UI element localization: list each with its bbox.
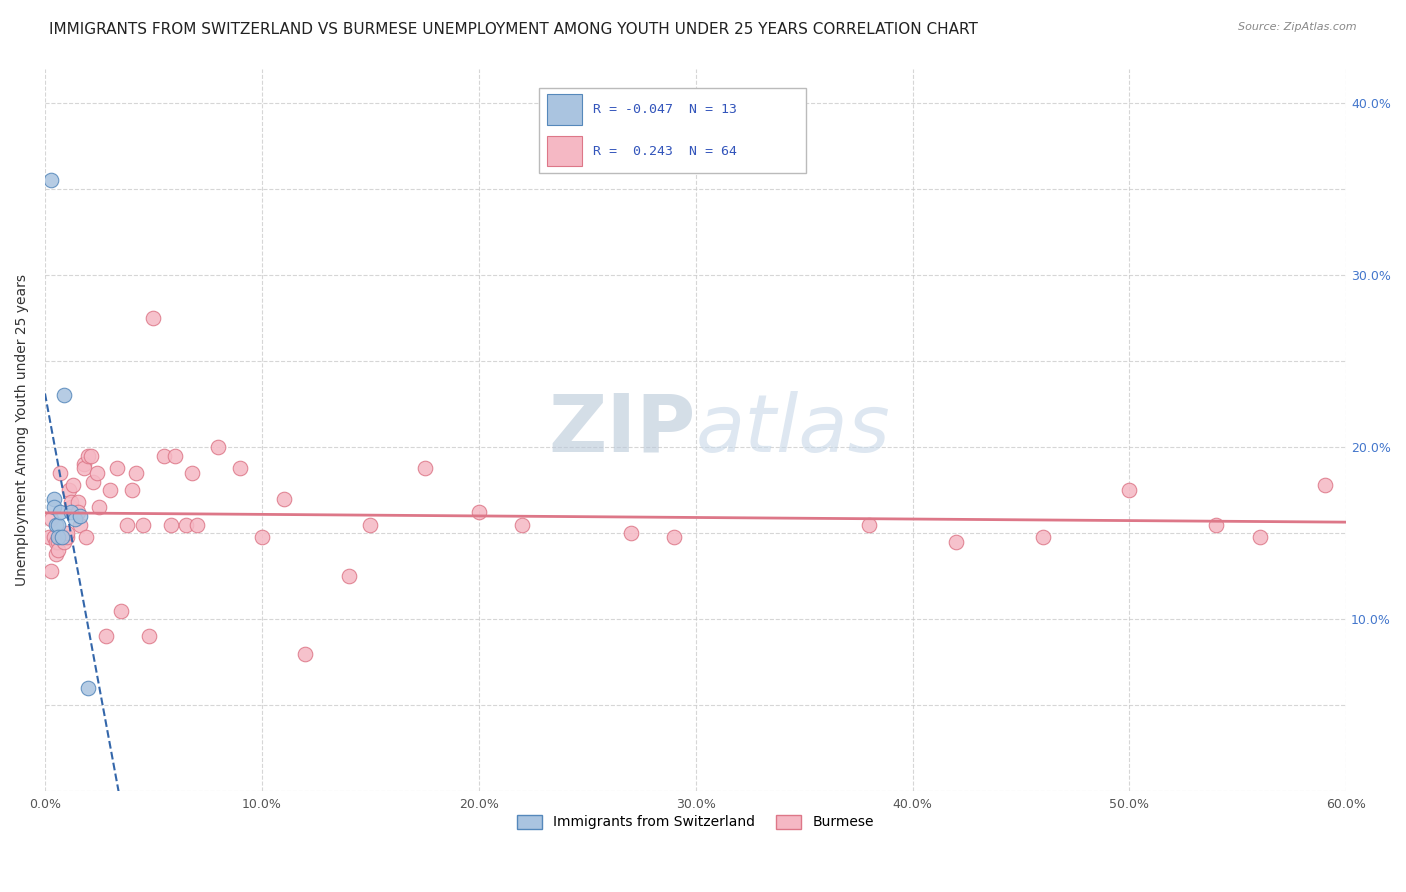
- Point: [165, 449, 187, 463]
- Point: [1118, 483, 1140, 497]
- Point: [82, 475, 104, 489]
- Point: [174, 517, 197, 532]
- Point: [110, 604, 132, 618]
- Point: [79, 449, 101, 463]
- Text: Source: ZipAtlas.com: Source: ZipAtlas.com: [1239, 22, 1357, 32]
- Point: [125, 466, 148, 480]
- Point: [69, 517, 91, 532]
- Point: [250, 530, 273, 544]
- Point: [62, 478, 84, 492]
- Point: [42, 500, 65, 515]
- Point: [413, 460, 436, 475]
- Point: [359, 517, 381, 532]
- Y-axis label: Unemployment Among Youth under 25 years: Unemployment Among Youth under 25 years: [15, 274, 30, 586]
- Point: [46, 517, 69, 532]
- Point: [229, 460, 252, 475]
- Text: IMMIGRANTS FROM SWITZERLAND VS BURMESE UNEMPLOYMENT AMONG YOUTH UNDER 25 YEARS C: IMMIGRANTS FROM SWITZERLAND VS BURMESE U…: [49, 22, 979, 37]
- Point: [46, 530, 69, 544]
- Point: [53, 388, 76, 402]
- Point: [121, 483, 143, 497]
- Point: [49, 466, 72, 480]
- Point: [59, 500, 82, 515]
- Point: [38, 530, 60, 544]
- Point: [46, 543, 69, 558]
- Point: [41, 173, 63, 187]
- Point: [55, 526, 77, 541]
- Point: [58, 483, 80, 497]
- Text: atlas: atlas: [696, 391, 890, 469]
- Point: [77, 449, 100, 463]
- Point: [1249, 530, 1271, 544]
- Point: [186, 517, 208, 532]
- Point: [294, 647, 316, 661]
- Point: [55, 530, 77, 544]
- Point: [138, 629, 160, 643]
- Point: [131, 517, 153, 532]
- Point: [73, 458, 96, 472]
- Point: [273, 491, 295, 506]
- Point: [1205, 517, 1227, 532]
- Point: [153, 449, 176, 463]
- Point: [98, 483, 121, 497]
- Point: [45, 534, 67, 549]
- Point: [66, 506, 89, 520]
- Text: ZIP: ZIP: [548, 391, 696, 469]
- Legend: Immigrants from Switzerland, Burmese: Immigrants from Switzerland, Burmese: [512, 809, 879, 835]
- Point: [117, 517, 139, 532]
- Point: [59, 495, 82, 509]
- Point: [49, 530, 72, 544]
- Point: [75, 530, 97, 544]
- Point: [51, 530, 73, 544]
- Point: [73, 460, 96, 475]
- Point: [45, 517, 67, 532]
- Point: [45, 547, 67, 561]
- Point: [77, 681, 100, 695]
- Point: [945, 534, 967, 549]
- Point: [510, 517, 533, 532]
- Point: [41, 512, 63, 526]
- Point: [207, 440, 229, 454]
- Point: [337, 569, 360, 583]
- Point: [159, 517, 181, 532]
- Point: [65, 512, 87, 526]
- Point: [619, 526, 641, 541]
- Point: [142, 311, 165, 326]
- Point: [858, 517, 880, 532]
- Point: [662, 530, 685, 544]
- Point: [467, 506, 489, 520]
- Point: [41, 564, 63, 578]
- Point: [49, 506, 72, 520]
- Point: [46, 534, 69, 549]
- Point: [181, 466, 204, 480]
- Point: [1032, 530, 1054, 544]
- Point: [105, 460, 128, 475]
- Point: [89, 500, 111, 515]
- Point: [51, 530, 73, 544]
- Point: [42, 491, 65, 506]
- Point: [53, 534, 76, 549]
- Point: [86, 466, 108, 480]
- Point: [42, 530, 65, 544]
- Point: [94, 629, 117, 643]
- Point: [1313, 478, 1336, 492]
- Point: [69, 508, 91, 523]
- Point: [59, 506, 82, 520]
- Point: [66, 495, 89, 509]
